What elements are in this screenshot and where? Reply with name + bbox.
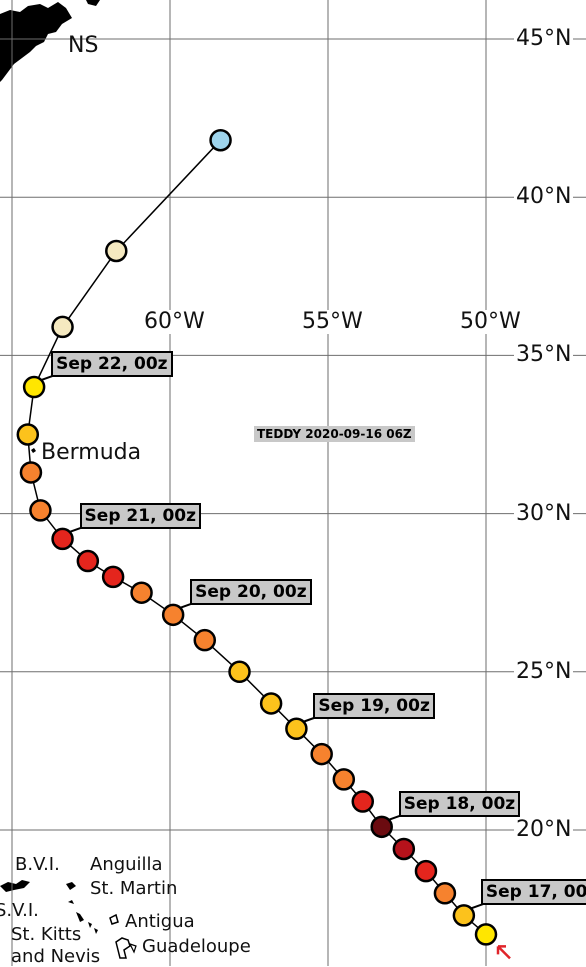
- date-label: Sep 22, 00z: [51, 351, 173, 378]
- track-point: [351, 790, 375, 813]
- track-point: [101, 565, 125, 589]
- nova-scotia-coast: [0, 0, 100, 82]
- track-point: [76, 549, 100, 573]
- place-antigua: Antigua: [125, 911, 195, 932]
- track-point: [285, 717, 308, 741]
- lat-label: 25°N: [514, 658, 574, 684]
- track-point: [16, 423, 40, 446]
- track-point: [19, 461, 43, 484]
- track-point: [130, 581, 153, 604]
- track-point: [228, 660, 251, 684]
- place-guadeloupe: Guadeloupe: [142, 936, 251, 957]
- track-point: [414, 859, 438, 883]
- track-point: [29, 499, 52, 522]
- place-anguilla: Anguilla: [90, 854, 163, 875]
- track-point: [209, 128, 232, 152]
- track-point: [433, 882, 457, 905]
- date-label: Sep 19, 00z: [313, 692, 435, 719]
- date-label: Sep 21, 00z: [79, 502, 201, 529]
- track-point: [370, 815, 393, 839]
- track-point: [392, 837, 416, 861]
- place-and-nevis: and Nevis: [11, 946, 101, 967]
- lat-label: 30°N: [514, 500, 574, 526]
- track-point: [22, 375, 46, 399]
- track-point: [193, 628, 217, 652]
- track-point: [452, 904, 476, 927]
- date-label: Sep 17, 00z: [480, 879, 586, 906]
- place-ns: NS: [68, 33, 99, 58]
- place-bermuda: Bermuda: [41, 440, 142, 465]
- place-st-martin: St. Martin: [90, 878, 178, 899]
- track-point: [259, 692, 283, 715]
- motion-arrow-icon: [496, 945, 511, 960]
- lat-label: 40°N: [514, 184, 574, 210]
- lon-label: 55°W: [300, 309, 365, 334]
- track-points: [16, 128, 498, 946]
- track-point: [51, 315, 74, 339]
- lat-label: 45°N: [514, 26, 574, 51]
- track-point: [474, 923, 498, 946]
- bermuda-island: [31, 448, 36, 453]
- place-bvi: B.V.I.: [15, 854, 60, 875]
- leeward-islands: [0, 880, 137, 959]
- track-point: [51, 527, 74, 551]
- track-point: [161, 603, 185, 627]
- place-st-kitts: St. Kitts: [11, 924, 82, 945]
- track-point: [105, 239, 128, 263]
- lon-label: 50°W: [458, 309, 523, 334]
- lon-label: 60°W: [142, 309, 207, 334]
- place-usvi: S.V.I.: [0, 900, 39, 921]
- lat-label: 35°N: [514, 342, 574, 368]
- date-label: Sep 20, 00z: [190, 578, 312, 605]
- storm-title: TEDDY 2020-09-16 06Z: [254, 426, 415, 442]
- land-outlines: [0, 0, 137, 959]
- date-label: Sep 18, 00z: [398, 790, 521, 817]
- track-point: [310, 742, 333, 766]
- track-point: [332, 768, 356, 791]
- lat-label: 20°N: [514, 817, 574, 842]
